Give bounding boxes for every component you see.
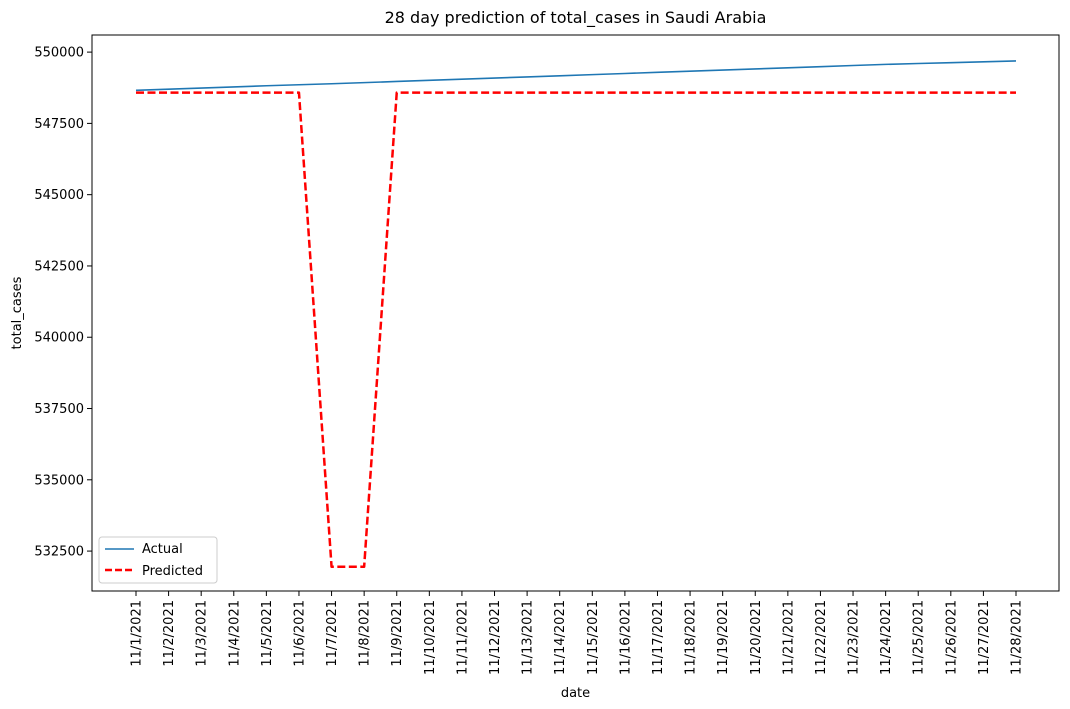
x-tick-label: 11/27/2021 xyxy=(977,600,992,675)
x-axis-title: date xyxy=(561,686,590,701)
y-tick-label: 542500 xyxy=(34,259,84,274)
x-tick-label: 11/2/2021 xyxy=(162,600,177,667)
series-layer xyxy=(135,60,1017,569)
x-tick-label: 11/20/2021 xyxy=(749,600,764,675)
x-tick-label: 11/17/2021 xyxy=(651,600,666,675)
legend: Actual Predicted xyxy=(98,536,218,584)
x-tick-label: 11/12/2021 xyxy=(488,600,503,675)
x-tick-label: 11/14/2021 xyxy=(553,600,568,675)
x-tick-label: 11/25/2021 xyxy=(912,600,927,675)
y-tick-label: 540000 xyxy=(34,331,84,346)
y-tick-label: 547500 xyxy=(34,117,84,132)
series-line-actual xyxy=(135,60,1017,92)
x-tick-label: 11/22/2021 xyxy=(814,600,829,675)
x-tick-label: 11/21/2021 xyxy=(781,600,796,675)
x-tick-label: 11/9/2021 xyxy=(390,600,405,667)
x-tick-label: 11/23/2021 xyxy=(847,600,862,675)
x-tick-label: 11/11/2021 xyxy=(455,600,470,675)
x-tick-label: 11/13/2021 xyxy=(521,600,536,675)
x-tick-label: 11/10/2021 xyxy=(423,600,438,675)
x-tick-label: 11/8/2021 xyxy=(358,600,373,667)
x-tick-label: 11/18/2021 xyxy=(684,600,699,675)
y-tick-label: 545000 xyxy=(34,188,84,203)
chart-title: 28 day prediction of total_cases in Saud… xyxy=(385,8,767,28)
y-tick-label: 535000 xyxy=(34,473,84,488)
legend-actual-label: Actual xyxy=(142,542,183,557)
y-tick-label: 550000 xyxy=(34,46,84,61)
x-tick-label: 11/5/2021 xyxy=(260,600,275,667)
x-axis: 11/1/2021 11/2/2021 11/3/2021 11/4/2021 11/5… xyxy=(130,591,1025,675)
x-tick-label: 11/28/2021 xyxy=(1010,600,1025,675)
x-tick-label: 11/3/2021 xyxy=(195,600,210,667)
legend-predicted-label: Predicted xyxy=(142,564,203,579)
y-axis-title: total_cases xyxy=(10,276,25,349)
x-tick-label: 11/16/2021 xyxy=(618,600,633,675)
x-tick-label: 11/15/2021 xyxy=(586,600,601,675)
x-tick-label: 11/4/2021 xyxy=(227,600,242,667)
plot-area xyxy=(91,34,1060,592)
x-tick-label: 11/24/2021 xyxy=(879,600,894,675)
x-tick-label: 11/19/2021 xyxy=(716,600,731,675)
x-tick-label: 11/7/2021 xyxy=(325,600,340,667)
series-line-predicted xyxy=(136,91,1016,569)
x-tick-label: 11/26/2021 xyxy=(944,600,959,675)
y-tick-label: 532500 xyxy=(34,545,84,560)
x-tick-label: 11/6/2021 xyxy=(292,600,307,667)
x-tick-label: 11/1/2021 xyxy=(130,600,145,667)
y-axis: 532500 535000 537500 540000 542500 545000 5475… xyxy=(34,46,92,560)
y-tick-label: 537500 xyxy=(34,402,84,417)
